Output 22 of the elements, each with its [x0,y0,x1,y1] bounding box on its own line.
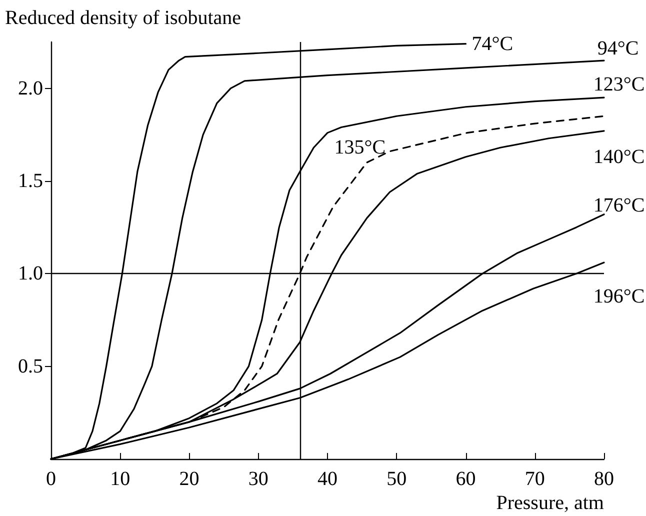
series-label: 176°C [593,194,645,216]
series-label: 140°C [593,146,645,168]
x-tick-label: 80 [594,468,614,490]
x-tick-label: 40 [318,468,338,490]
series-label: 123°C [593,74,645,96]
series-label: 74°C [472,32,514,55]
x-tick-label: 10 [110,468,130,490]
y-axis-title: Reduced density of isobutane [5,7,242,29]
y-tick-label: 1.5 [18,170,43,192]
x-tick-label: 20 [179,468,200,490]
y-tick-label: 0.5 [18,355,43,378]
x-tick-label: 70 [524,468,545,490]
y-tick-label: 2.0 [18,77,43,100]
series-label: 135°C [334,136,386,158]
x-tick-label: 30 [248,468,268,490]
x-axis-title: Pressure, atm [496,492,604,514]
y-tick-label: 1.0 [18,262,43,285]
x-tick-label: 0 [46,468,56,490]
x-tick-label: 60 [456,468,476,490]
x-tick-label: 50 [386,468,407,490]
series-label: 94°C [597,38,639,60]
series-label: 196°C [593,286,645,308]
